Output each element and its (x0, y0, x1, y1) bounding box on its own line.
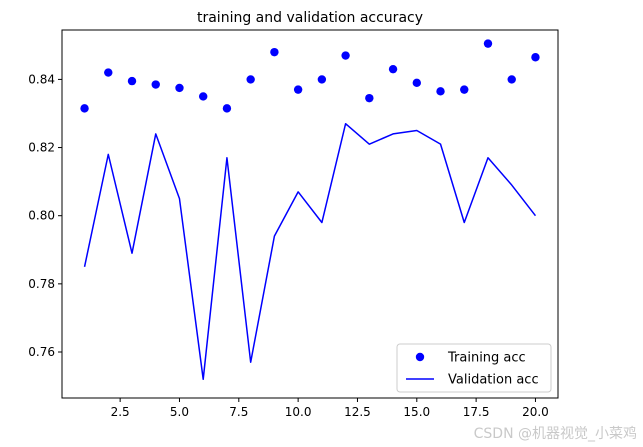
training-acc-point (222, 104, 232, 113)
legend-marker-swatch (415, 352, 425, 362)
x-tick-label: 17.5 (463, 405, 490, 419)
legend: Training acc Validation acc (396, 343, 552, 393)
training-acc-point (199, 92, 208, 101)
training-acc-point (460, 85, 469, 94)
legend-label: Validation acc (448, 373, 539, 388)
x-tick-label: 10.0 (285, 405, 312, 419)
y-tick-label: 0.78 (28, 277, 55, 291)
training-acc-point (270, 47, 279, 57)
training-acc-point (412, 78, 421, 88)
x-tick-label: 12.5 (344, 405, 371, 419)
training-acc-point (507, 75, 516, 84)
training-acc-point (104, 68, 113, 77)
training-acc-point (365, 93, 374, 103)
legend-label: Training acc (447, 351, 526, 366)
training-acc-point (483, 39, 493, 48)
x-tick-label: 7.5 (229, 405, 248, 419)
training-acc-point (531, 53, 540, 62)
watermark: CSDN @机器视觉_小菜鸡 (473, 426, 637, 442)
axes-frame (61, 29, 559, 399)
y-tick-label: 0.80 (28, 209, 55, 223)
training-acc-point (317, 75, 327, 84)
x-tick-label: 15.0 (403, 405, 430, 419)
training-acc-point (127, 76, 137, 86)
training-acc-point (293, 85, 303, 94)
legend-box (396, 343, 552, 393)
training-acc-point (246, 75, 255, 84)
validation-acc-line (83, 122, 537, 381)
training-acc-point (151, 80, 160, 89)
training-acc-point (388, 64, 398, 74)
training-acc-point (80, 104, 89, 113)
y-tick-label: 0.76 (28, 345, 55, 359)
x-tick-label: 2.5 (111, 405, 130, 419)
y-tick-label: 0.84 (28, 72, 55, 86)
y-tick-label: 0.82 (28, 141, 55, 155)
plot-area: 2.5 5.0 7.5 10.0 12.5 15.0 17.5 20.0 0.76 0.78 0.8… (28, 39, 549, 419)
training-acc-point (341, 51, 350, 60)
training-acc-point (436, 87, 445, 96)
x-tick-label: 20.0 (522, 405, 549, 419)
training-acc-point (175, 83, 184, 93)
x-tick-label: 5.0 (170, 405, 189, 419)
chart-title: training and validation accuracy (197, 10, 423, 26)
